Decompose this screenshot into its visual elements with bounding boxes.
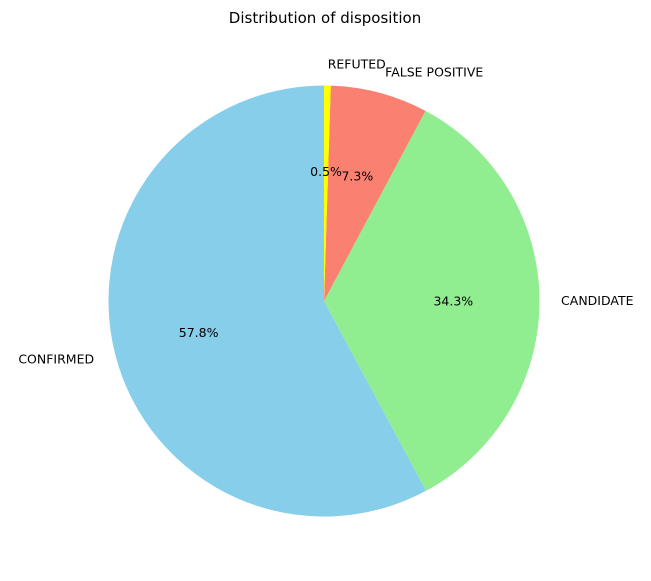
pie-slice-confirmed (108, 85, 427, 517)
slice-label-false-positive: FALSE POSITIVE (385, 64, 483, 79)
pct-label-confirmed: 57.8% (179, 325, 219, 340)
pct-label-refuted: 0.5% (310, 164, 342, 179)
slice-label-refuted: REFUTED (328, 56, 386, 71)
pct-label-false-positive: 7.3% (341, 169, 373, 184)
pie-slice-refuted (324, 85, 331, 301)
slice-label-candidate: CANDIDATE (561, 293, 634, 308)
chart-title: Distribution of disposition (229, 9, 421, 27)
slice-label-confirmed: CONFIRMED (18, 351, 94, 366)
pie-slice-candidate (324, 110, 540, 491)
pie-slices (108, 85, 540, 517)
pct-label-candidate: 34.3% (433, 293, 473, 308)
pie-slice-false-positive (324, 85, 426, 301)
pie-labels: CONFIRMED 57.8% CANDIDATE 34.3% FALSE POSITI… (18, 56, 633, 366)
